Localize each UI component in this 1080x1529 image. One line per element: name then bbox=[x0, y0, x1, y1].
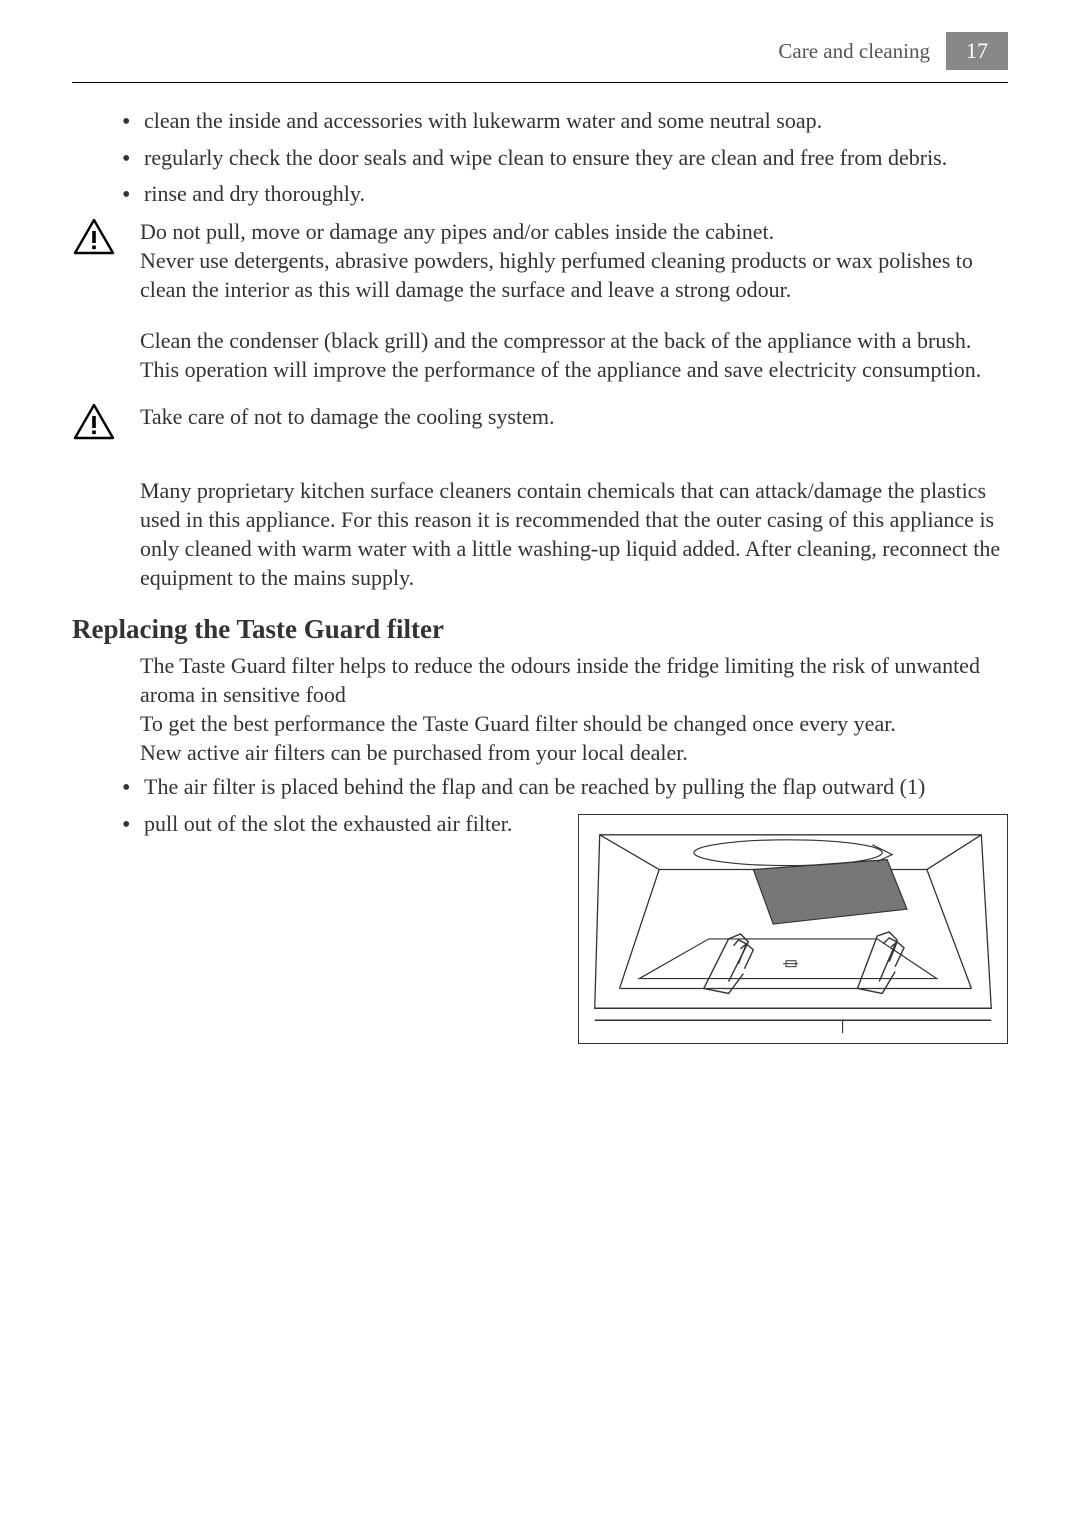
warning-icon bbox=[72, 217, 116, 257]
header-section-title: Care and cleaning bbox=[778, 39, 930, 64]
warning-line: Do not pull, move or damage any pipes an… bbox=[140, 219, 774, 244]
list-item: rinse and dry thoroughly. bbox=[144, 180, 1008, 209]
warning-line: Never use detergents, abrasive powders, … bbox=[140, 248, 973, 302]
warning-text-2: Take care of not to damage the cooling s… bbox=[140, 402, 555, 431]
filter-intro: The Taste Guard filter helps to reduce t… bbox=[140, 653, 980, 707]
section-heading: Replacing the Taste Guard filter bbox=[72, 614, 1008, 645]
cleaners-paragraph: Many proprietary kitchen surface cleaner… bbox=[72, 476, 1008, 592]
condenser-paragraph: Clean the condenser (black grill) and th… bbox=[72, 326, 1008, 384]
page-content: clean the inside and accessories with lu… bbox=[0, 83, 1080, 838]
list-item: The air filter is placed behind the flap… bbox=[144, 773, 1008, 802]
filter-diagram bbox=[578, 814, 1008, 1044]
filter-line2: To get the best performance the Taste Gu… bbox=[140, 711, 896, 736]
filter-intro-block: The Taste Guard filter helps to reduce t… bbox=[72, 651, 1008, 767]
page-number-badge: 17 bbox=[946, 32, 1008, 70]
list-item: clean the inside and accessories with lu… bbox=[144, 107, 1008, 136]
list-item: regularly check the door seals and wipe … bbox=[144, 144, 1008, 173]
filter-bullet-list: The air filter is placed behind the flap… bbox=[72, 773, 1008, 838]
warning-icon bbox=[72, 402, 116, 442]
intro-bullet-list: clean the inside and accessories with lu… bbox=[72, 107, 1008, 209]
filter-line3: New active air filters can be purchased … bbox=[140, 740, 688, 765]
warning-text-1: Do not pull, move or damage any pipes an… bbox=[140, 217, 1008, 304]
warning-block-2: Take care of not to damage the cooling s… bbox=[72, 402, 1008, 442]
warning-block-1: Do not pull, move or damage any pipes an… bbox=[72, 217, 1008, 304]
filter-bullet-text: pull out of the slot the exhausted air f… bbox=[144, 811, 512, 836]
list-item: pull out of the slot the exhausted air f… bbox=[144, 810, 1008, 839]
